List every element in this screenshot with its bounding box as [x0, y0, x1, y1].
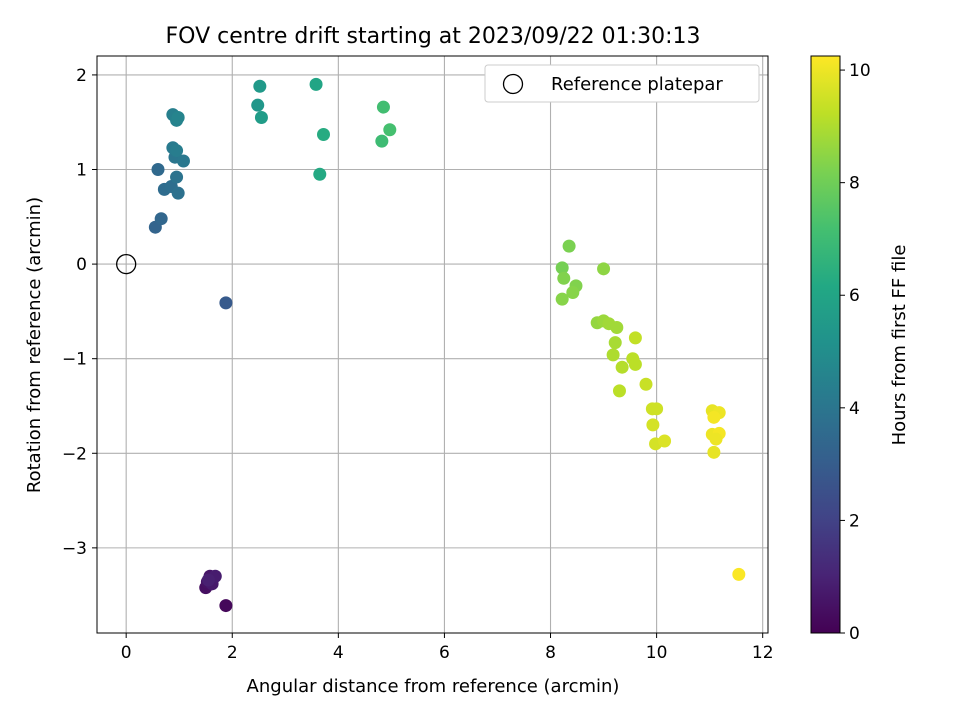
scatter-point — [219, 599, 233, 613]
scatter-point — [658, 434, 672, 448]
scatter-point — [612, 384, 626, 398]
scatter-point — [176, 154, 190, 168]
legend: Reference platepar — [484, 64, 760, 103]
scatter-point — [606, 348, 620, 362]
scatter-point — [171, 186, 185, 200]
chart-title: FOV centre drift starting at 2023/09/22 … — [166, 24, 701, 49]
x-axis-label: Angular distance from reference (arcmin) — [247, 676, 620, 697]
scatter-point — [313, 167, 327, 181]
colorbar-tick-label: 6 — [849, 286, 860, 306]
scatter-points — [116, 77, 746, 613]
scatter-point — [566, 285, 580, 299]
colorbar-tick-label: 4 — [849, 399, 860, 419]
scatter-point — [254, 110, 268, 124]
scatter-point — [615, 360, 629, 374]
scatter-point — [376, 100, 390, 114]
y-tick-label: 0 — [76, 255, 87, 275]
colorbar-tick-label: 0 — [849, 624, 860, 644]
legend-marker — [502, 73, 524, 95]
scatter-point — [170, 144, 184, 158]
scatter-point — [309, 77, 323, 91]
scatter-point — [170, 170, 184, 184]
y-tick-label: −3 — [62, 539, 87, 559]
colorbar-ticks: 0 2 4 6 8 10 — [840, 61, 871, 644]
grid — [97, 56, 768, 633]
scatter-point — [608, 336, 622, 350]
scatter-point — [709, 432, 723, 446]
scatter-point — [383, 123, 397, 137]
y-tick-label: 2 — [76, 66, 87, 86]
x-tick-label: 8 — [545, 643, 556, 663]
x-tick-label: 0 — [121, 643, 132, 663]
plot-frame — [96, 55, 769, 634]
scatter-point — [562, 239, 576, 253]
scatter-point — [646, 418, 660, 432]
scatter-point — [650, 402, 664, 416]
colorbar — [810, 55, 841, 634]
scatter-point — [251, 98, 265, 112]
scatter-point — [628, 357, 642, 371]
colorbar-tick-label: 8 — [849, 174, 860, 194]
x-tick-label: 4 — [333, 643, 344, 663]
scatter-point — [707, 410, 721, 424]
y-tick-label: −2 — [62, 444, 87, 464]
y-axis-label: Rotation from reference (arcmin) — [24, 197, 45, 493]
legend-box — [484, 64, 760, 103]
y-tick-label: 1 — [76, 161, 87, 181]
x-tick-label: 10 — [646, 643, 668, 663]
y-tick-label: −1 — [62, 350, 87, 370]
x-tick-label: 6 — [439, 643, 450, 663]
colorbar-tick-label: 2 — [849, 511, 860, 531]
colorbar-label: Hours from first FF file — [889, 245, 910, 446]
scatter-point — [253, 79, 267, 93]
scatter-point — [610, 320, 624, 334]
scatter-point — [597, 262, 611, 276]
scatter-point — [375, 134, 389, 148]
scatter-point — [557, 271, 571, 285]
scatter-point — [555, 292, 569, 306]
scatter-point — [639, 377, 653, 391]
scatter-point — [154, 212, 168, 226]
scatter-point — [628, 331, 642, 345]
scatter-point — [316, 128, 330, 142]
scatter-point — [219, 296, 233, 310]
reference-point — [116, 253, 137, 275]
scatter-point — [732, 567, 746, 581]
legend-label: Reference platepar — [551, 74, 723, 95]
scatter-point — [555, 261, 569, 275]
scatter-point — [707, 445, 721, 459]
y-axis-ticks: −3 −2 −1 0 1 2 — [62, 66, 97, 559]
colorbar-tick-label: 10 — [849, 61, 871, 81]
x-axis-ticks: 0 2 4 6 8 10 12 — [121, 633, 774, 663]
x-tick-label: 12 — [752, 643, 774, 663]
scatter-point — [201, 573, 215, 587]
scatter-point — [171, 110, 185, 124]
scatter-point — [151, 163, 165, 177]
x-tick-label: 2 — [227, 643, 238, 663]
